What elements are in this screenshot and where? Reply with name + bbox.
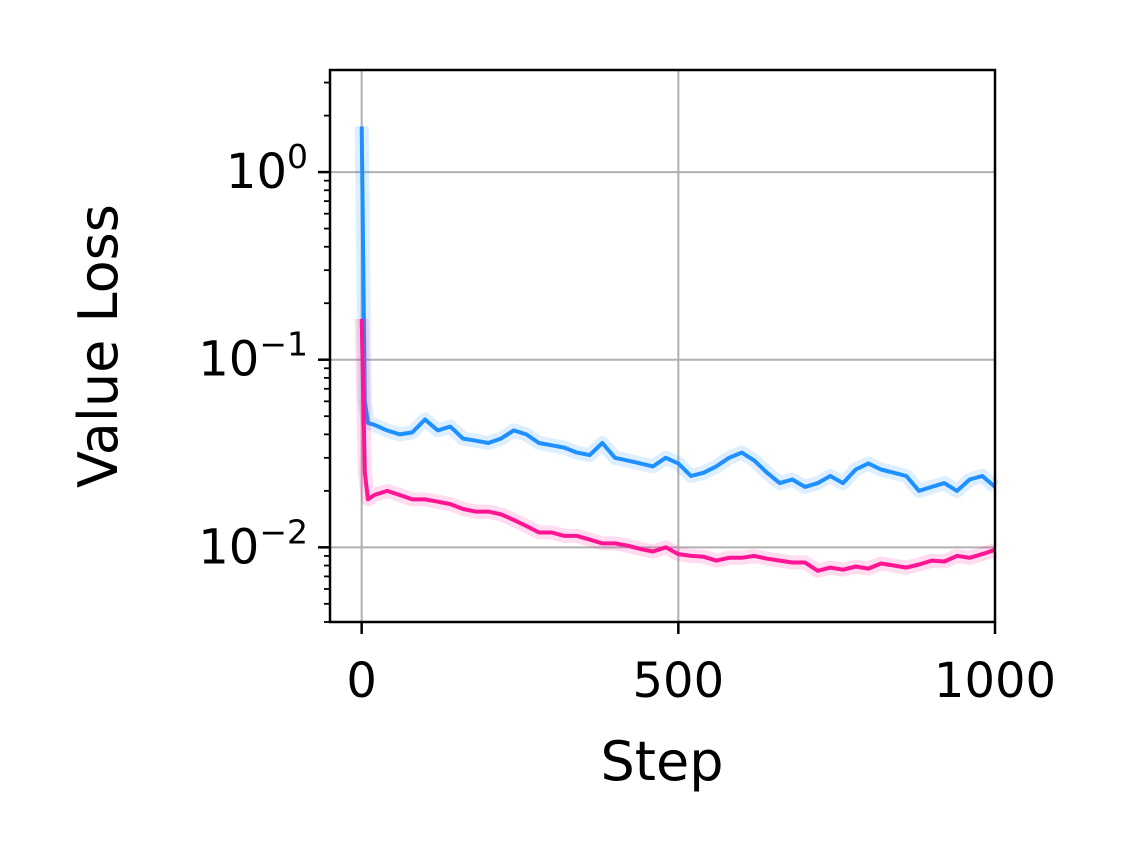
y-axis-label: Value Loss <box>67 204 130 488</box>
x-axis-label: Step <box>601 730 724 793</box>
plot-frame <box>328 68 997 624</box>
y-tick-label: 100 <box>226 137 308 200</box>
y-tick-label: 10−2 <box>198 512 308 575</box>
x-tick-label: 0 <box>346 653 377 709</box>
axis-ticks: 0 500 1000 100 10−1 10−2 <box>198 81 1056 709</box>
series-1-line <box>359 318 996 573</box>
y-tick-label: 10−1 <box>198 325 308 388</box>
x-tick-label: 500 <box>633 653 725 709</box>
series-0-line <box>359 126 997 493</box>
series-lines <box>354 126 1000 578</box>
x-tick-label: 1000 <box>934 653 1056 709</box>
